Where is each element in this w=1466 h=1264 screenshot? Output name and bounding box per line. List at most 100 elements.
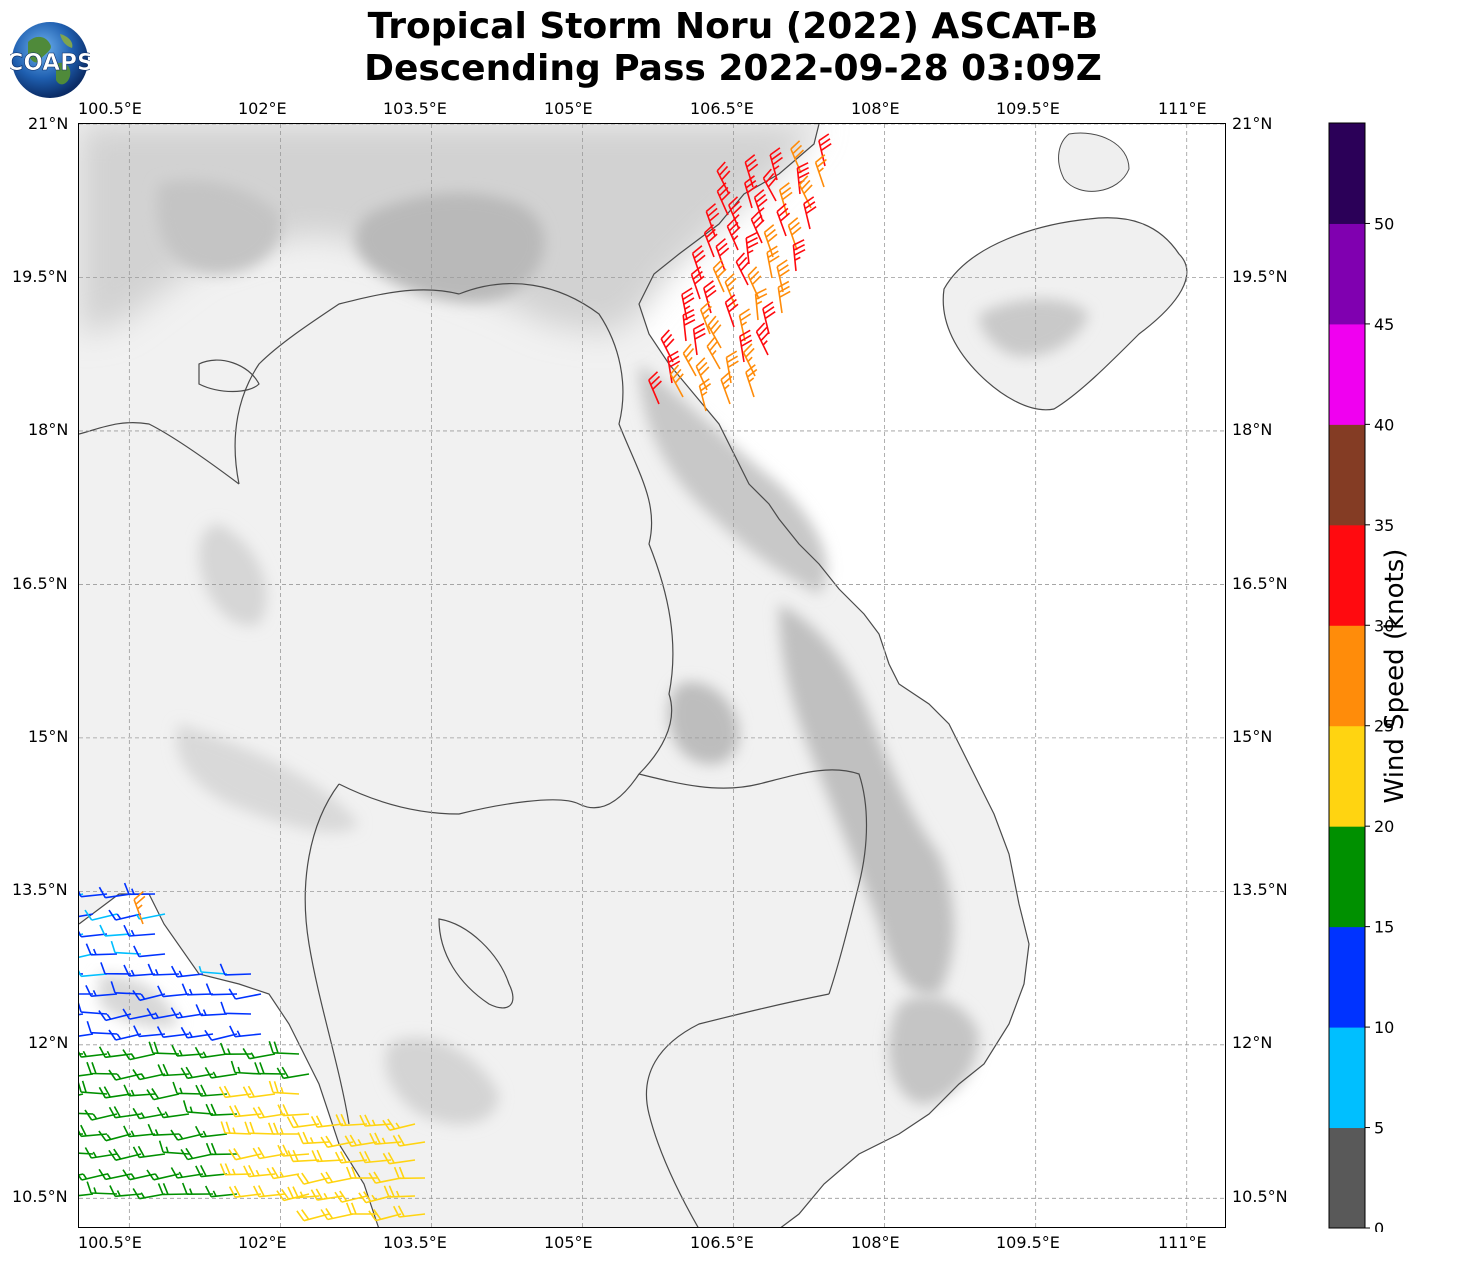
wind-barb xyxy=(762,168,777,202)
wind-barb xyxy=(277,1104,310,1117)
wind-barb xyxy=(110,940,142,955)
wind-barb xyxy=(667,350,681,384)
colorbar-bin xyxy=(1329,625,1365,727)
colorbar-tick-label: 25 xyxy=(1374,717,1394,736)
wind-barb xyxy=(753,189,768,223)
globe-logo-icon: COAPS xyxy=(6,20,94,100)
wind-barb xyxy=(763,224,778,258)
lon-tick-top: 109.5°E xyxy=(996,99,1060,118)
wind-barb xyxy=(735,252,750,286)
wind-barb xyxy=(79,1050,108,1058)
wind-barb xyxy=(228,988,262,1000)
wind-barb xyxy=(368,1171,402,1184)
wind-barb xyxy=(230,1060,262,1075)
wind-barb xyxy=(745,364,758,398)
wind-barb xyxy=(691,245,706,279)
colorbar-bin xyxy=(1329,323,1365,425)
wind-barb xyxy=(133,945,166,958)
colorbar-bin xyxy=(1329,926,1365,1028)
wind-barb xyxy=(682,343,697,377)
wind-barb xyxy=(311,1149,344,1163)
wind-barb xyxy=(345,1202,377,1215)
colorbar-tick-label: 30 xyxy=(1374,616,1394,635)
wind-barb xyxy=(776,203,791,237)
wind-barb xyxy=(244,1121,276,1135)
wind-barb xyxy=(648,371,662,405)
wind-barb xyxy=(703,224,718,258)
lat-tick-right: 10.5°N xyxy=(1232,1187,1288,1206)
wind-barb xyxy=(803,196,817,230)
wind-barb xyxy=(194,1125,228,1138)
wind-barb xyxy=(218,1085,252,1099)
wind-barb xyxy=(382,1118,416,1131)
wind-barb xyxy=(818,133,832,167)
lon-tick-bottom: 102°E xyxy=(238,1233,287,1252)
colorbar-bin xyxy=(1329,424,1365,526)
wind-barb xyxy=(242,1085,276,1099)
wind-barb xyxy=(692,322,706,356)
wind-barb xyxy=(297,1131,330,1145)
wind-barb xyxy=(219,1163,252,1176)
wind-barb xyxy=(310,1115,344,1128)
wind-barb xyxy=(286,1115,320,1129)
lon-tick-top: 103.5°E xyxy=(383,99,447,118)
wind-barb xyxy=(392,1134,426,1147)
wind-barb xyxy=(358,1191,392,1204)
wind-barb xyxy=(745,231,759,265)
colorbar-tick-label: 5 xyxy=(1374,1119,1384,1138)
colorbar-bin xyxy=(1329,826,1365,928)
colorbar-tick-label: 45 xyxy=(1374,315,1394,334)
wind-barb xyxy=(220,1001,252,1015)
colorbar: 0 5 10 15 20 25 30 35 40 45 50 xyxy=(1328,122,1394,1232)
wind-barb xyxy=(706,336,721,370)
wind-barb xyxy=(268,1080,300,1095)
wind-barb xyxy=(778,182,793,216)
wind-barb xyxy=(182,1100,214,1115)
lon-tick-bottom: 109.5°E xyxy=(996,1233,1060,1252)
wind-barb xyxy=(252,1185,286,1198)
wind-barb xyxy=(84,1109,118,1121)
lon-tick-bottom: 111°E xyxy=(1158,1233,1207,1252)
lon-tick-bottom: 100.5°E xyxy=(78,1233,142,1252)
wind-barb xyxy=(204,1185,238,1198)
lon-tick-top: 102°E xyxy=(238,99,287,118)
colorbar-tick-label: 0 xyxy=(1374,1219,1384,1232)
map-panel[interactable] xyxy=(78,123,1226,1228)
lat-tick-right: 13.5°N xyxy=(1232,880,1288,899)
colorbar-tick-label: 15 xyxy=(1374,918,1394,937)
lat-tick-left: 10.5°N xyxy=(12,1187,68,1206)
wind-barb xyxy=(705,203,720,237)
wind-barb xyxy=(123,924,156,937)
wind-barb xyxy=(268,1041,300,1055)
wind-barb xyxy=(669,364,684,398)
wind-barb xyxy=(79,1073,94,1077)
colorbar-bin xyxy=(1329,1127,1365,1229)
colorbar-tick-label: 40 xyxy=(1374,415,1394,434)
wind-barb xyxy=(219,963,252,976)
wind-barb xyxy=(243,1164,276,1178)
wind-barb xyxy=(133,1025,166,1038)
lat-tick-right: 19.5°N xyxy=(1232,267,1288,286)
wind-barb xyxy=(728,196,742,230)
wind-barb xyxy=(755,322,770,356)
wind-barb xyxy=(98,1130,132,1142)
wind-barb xyxy=(156,1106,190,1119)
wind-barb xyxy=(739,329,753,363)
wind-barb xyxy=(744,175,758,209)
wind-barb xyxy=(79,1112,94,1115)
wind-barb xyxy=(181,1182,214,1195)
wind-barb xyxy=(181,983,214,996)
wind-barbs xyxy=(79,133,832,1222)
lon-tick-top: 108°E xyxy=(851,99,900,118)
colorbar-tick-label: 10 xyxy=(1374,1018,1394,1037)
wind-barb xyxy=(133,891,146,925)
wind-barb xyxy=(796,162,810,195)
colorbar-bin xyxy=(1329,1027,1365,1129)
wind-barb xyxy=(99,924,132,937)
wind-barb xyxy=(86,1061,118,1075)
lat-tick-left: 19.5°N xyxy=(12,267,68,286)
wind-barb xyxy=(195,1084,228,1097)
wind-barb xyxy=(123,882,156,896)
wind-barb xyxy=(392,1205,426,1218)
wind-barb xyxy=(204,1029,238,1041)
